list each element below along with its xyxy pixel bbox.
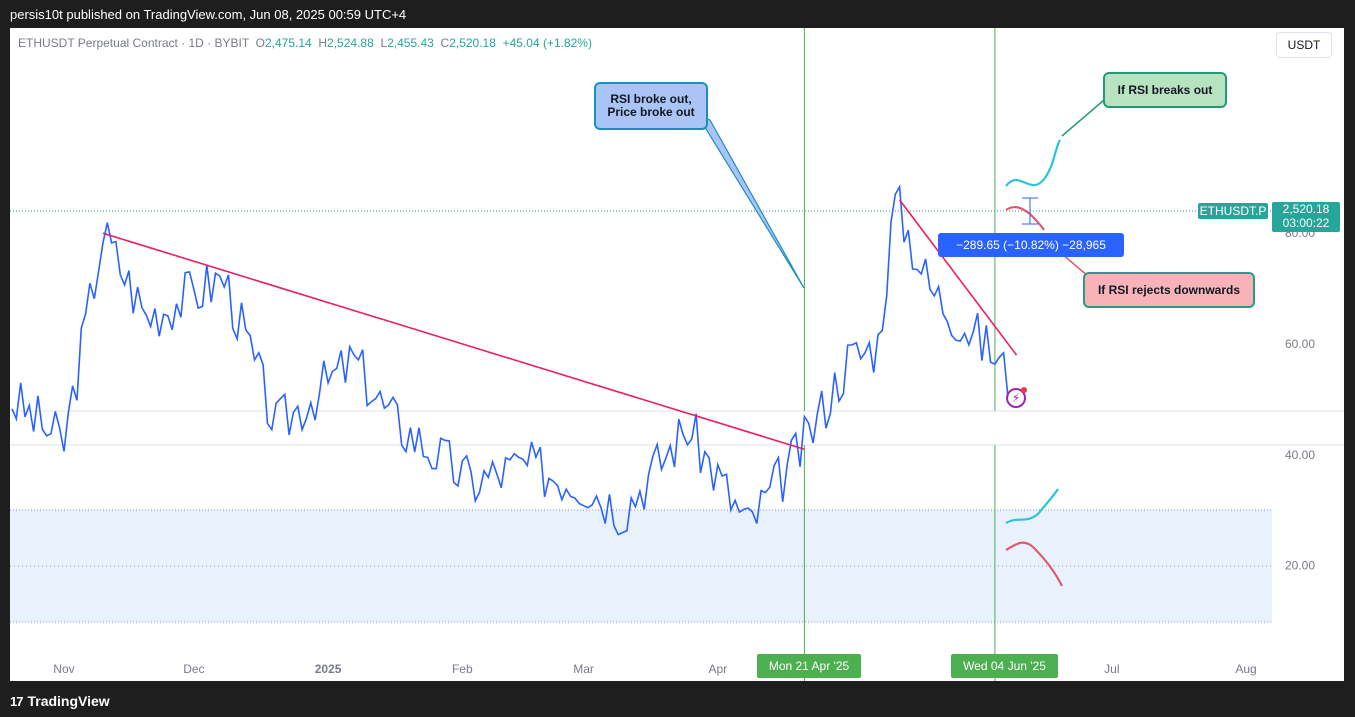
time-tick-label: Dec [183, 662, 204, 676]
bar-countdown: 03:00:22 [1282, 216, 1330, 230]
tradingview-logo-icon: 17 [10, 693, 24, 709]
rsi-projection-up [1005, 488, 1059, 524]
chart-frame[interactable]: 4,800.004,000.003,250.002,650.001,850.00… [10, 28, 1344, 681]
close-value: 2,520.18 [449, 36, 496, 50]
published-text: persis10t published on TradingView.com, … [10, 7, 407, 22]
callout-line-2: Price broke out [607, 105, 695, 119]
price-projection-down [1005, 205, 1045, 231]
published-header: persis10t published on TradingView.com, … [0, 0, 1355, 28]
rsi-trendline-1 [102, 232, 805, 451]
open-value: 2,475.14 [264, 36, 312, 50]
chart-canvas[interactable]: 4,800.004,000.003,250.002,650.001,850.00… [10, 28, 1344, 681]
rsi-tick-label: 20.00 [1285, 559, 1315, 573]
close-label: C [440, 36, 450, 50]
open-label: O [255, 36, 265, 50]
date-marker-1: Mon 21 Apr '25 [757, 654, 861, 678]
tradingview-logo-text: TradingView [27, 693, 110, 709]
price-projection-up [1005, 139, 1061, 187]
time-tick-label: Apr [708, 662, 727, 676]
current-price: 2,520.18 [1282, 202, 1330, 216]
rsi-tick-label: 40.00 [1285, 448, 1315, 462]
flash-icon[interactable]: ⚡ [1006, 388, 1026, 408]
rsi-line [11, 184, 1009, 536]
time-tick-label: Aug [1235, 662, 1256, 676]
breaks-out-callout: If RSI breaks out [1103, 72, 1227, 108]
rejects-callout: If RSI rejects downwards [1083, 272, 1255, 308]
measure-label: −289.65 (−10.82%) −28,965 [938, 233, 1124, 257]
callout-line-1: RSI broke out, [610, 92, 692, 106]
rsi-trendline-2 [899, 199, 1018, 356]
date-marker-2: Wed 04 Jun '25 [951, 654, 1058, 678]
time-tick-label: Jul [1104, 662, 1119, 676]
rsi-breakout-callout: RSI broke out, Price broke out [594, 82, 708, 130]
notification-dot [1021, 387, 1027, 393]
time-tick-label: Feb [452, 662, 473, 676]
symbol-name: ETHUSDT Perpetual Contract · 1D · BYBIT [18, 36, 249, 50]
time-tick-label: Nov [53, 662, 74, 676]
breaks-out-pointer [1061, 99, 1105, 137]
current-price-tag: 2,520.18 03:00:22 [1272, 202, 1340, 232]
symbol-price-tag: ETHUSDT.P [1198, 203, 1268, 219]
high-label: H [318, 36, 328, 50]
rsi-band-fill [10, 510, 1272, 622]
rsi-projection-down [1005, 541, 1063, 587]
footer-bar: 17 TradingView [0, 681, 1355, 717]
time-tick-label: Mar [573, 662, 594, 676]
tradingview-logo[interactable]: 17 TradingView [10, 693, 110, 709]
breakout-pointer [696, 114, 805, 289]
currency-button[interactable]: USDT [1276, 32, 1332, 58]
change-value: +45.04 (+1.82%) [502, 36, 592, 50]
low-value: 2,455.43 [387, 36, 434, 50]
low-label: L [380, 36, 388, 50]
time-tick-label: 2025 [315, 662, 342, 676]
symbol-legend: ETHUSDT Perpetual Contract · 1D · BYBIT … [18, 36, 592, 50]
high-value: 2,524.88 [327, 36, 374, 50]
rsi-tick-label: 60.00 [1285, 337, 1315, 351]
